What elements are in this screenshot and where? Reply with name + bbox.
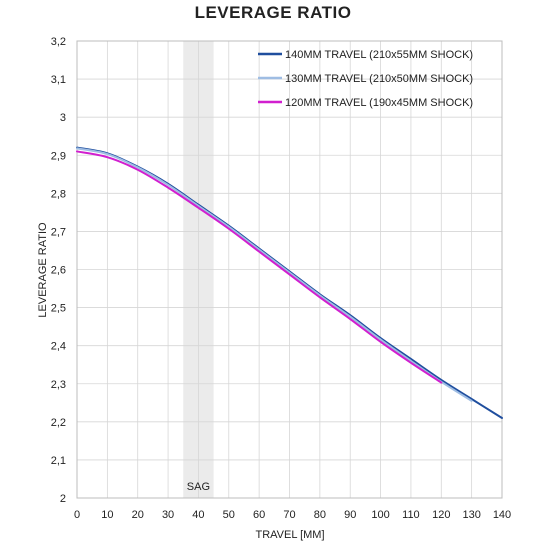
y-tick-labels: 2 2,1 2,2 2,3 2,4 2,5 2,6 2,7 2,8 2,9 3 3,1 3,2 [51, 36, 66, 505]
series-line-3 [76, 150, 443, 384]
x-tick-label: 10 [101, 509, 113, 521]
y-tick-label: 3,2 [51, 36, 66, 48]
series-lines [76, 146, 503, 420]
series-line-2 [76, 147, 473, 402]
y-tick-label: 2,3 [51, 379, 66, 391]
grid-lines [76, 40, 503, 499]
x-tick-label: 20 [132, 509, 144, 521]
x-tick-label: 0 [74, 509, 80, 521]
x-tick-label: 110 [402, 509, 420, 521]
y-tick-label: 3 [60, 112, 66, 124]
y-tick-label: 2,2 [51, 417, 66, 429]
legend-label-2: 130MM TRAVEL (210x50MM SHOCK) [285, 73, 473, 85]
y-tick-label: 2,8 [51, 188, 66, 200]
x-tick-label: 80 [314, 509, 326, 521]
x-tick-label: 30 [162, 509, 174, 521]
legend: 140MM TRAVEL (210x55MM SHOCK) 130MM TRAVE… [258, 49, 473, 109]
x-axis-label: TRAVEL [MM] [255, 529, 324, 541]
y-tick-label: 2,9 [51, 150, 66, 162]
legend-label-1: 140MM TRAVEL (210x55MM SHOCK) [285, 49, 473, 61]
x-tick-label: 90 [344, 509, 356, 521]
plot-frame [76, 40, 503, 499]
x-tick-label: 140 [493, 509, 511, 521]
x-tick-label: 40 [192, 509, 204, 521]
y-tick-label: 2,6 [51, 265, 66, 277]
x-tick-label: 50 [223, 509, 235, 521]
y-tick-label: 2 [60, 493, 66, 505]
x-tick-label: 120 [432, 509, 450, 521]
y-axis-label: LEVERAGE RATIO [37, 222, 49, 318]
x-tick-label: 130 [462, 509, 480, 521]
y-tick-label: 2,7 [51, 226, 66, 238]
sag-label: SAG [187, 481, 210, 493]
x-tick-label: 70 [283, 509, 295, 521]
y-tick-label: 2,5 [51, 303, 66, 315]
legend-label-3: 120MM TRAVEL (190x45MM SHOCK) [285, 97, 473, 109]
x-tick-label: 60 [253, 509, 265, 521]
y-tick-label: 2,4 [51, 341, 66, 353]
y-tick-label: 2,1 [51, 455, 66, 467]
chart-title: LEVERAGE RATIO [195, 3, 352, 22]
x-tick-labels: 0 10 20 30 40 50 60 70 80 90 100 110 120 130 140 [74, 509, 511, 521]
x-tick-label: 100 [371, 509, 389, 521]
y-tick-label: 3,1 [51, 74, 66, 86]
